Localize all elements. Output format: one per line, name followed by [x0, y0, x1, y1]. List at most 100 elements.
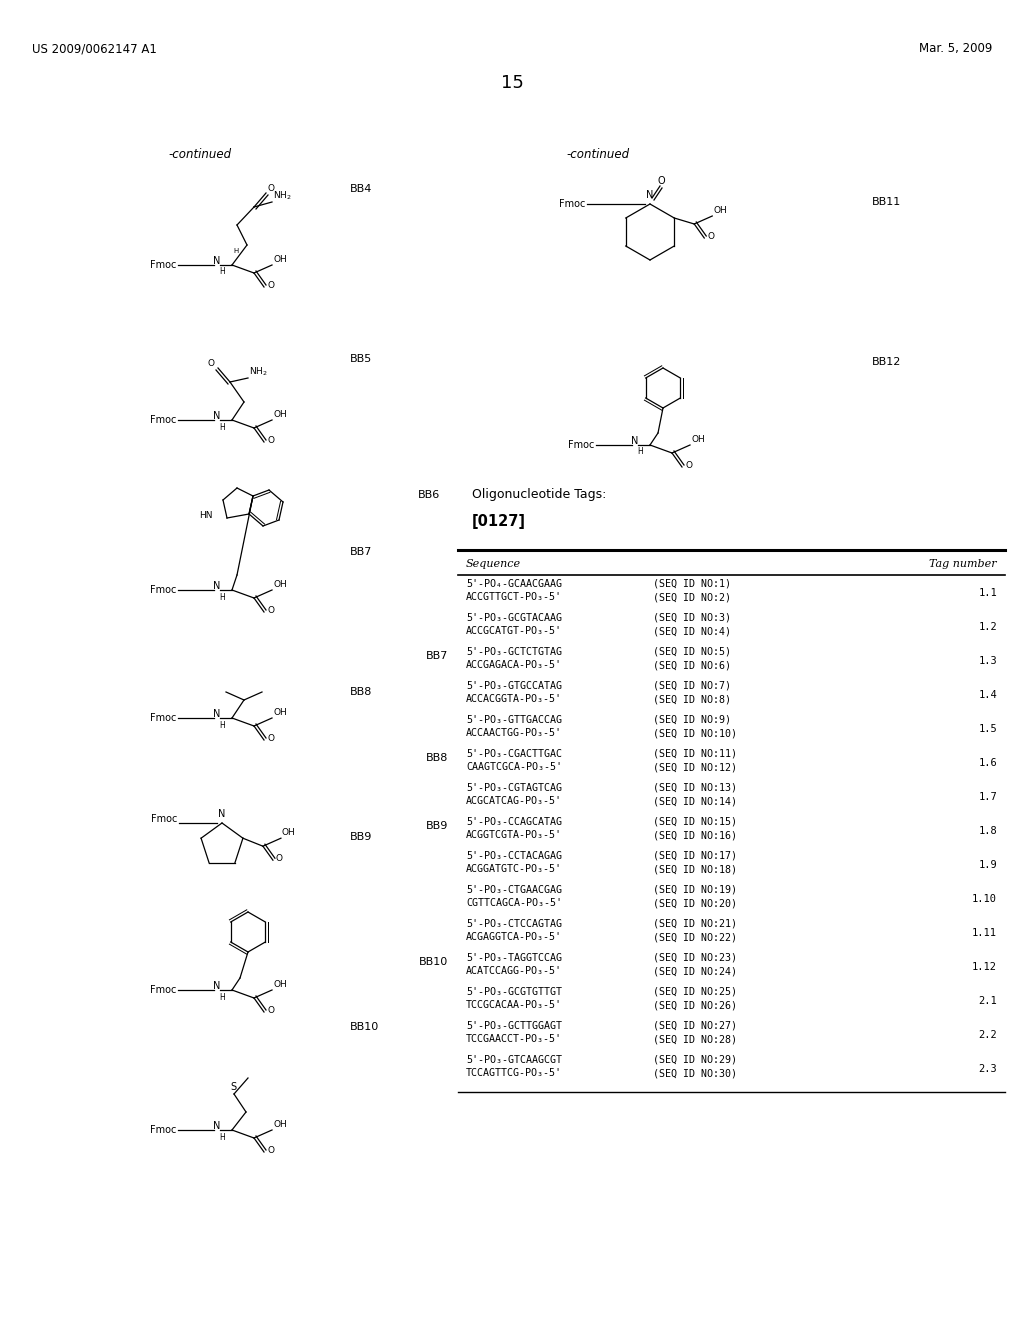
Text: O: O [267, 1146, 274, 1155]
Text: O: O [685, 461, 692, 470]
Text: N: N [213, 581, 220, 591]
Text: BB12: BB12 [872, 356, 901, 367]
Text: (SEQ ID NO:23): (SEQ ID NO:23) [653, 953, 737, 964]
Text: 1.8: 1.8 [978, 826, 997, 837]
Text: BB10: BB10 [419, 957, 449, 968]
Text: BB10: BB10 [350, 1022, 379, 1032]
Text: US 2009/0062147 A1: US 2009/0062147 A1 [32, 42, 157, 55]
Text: (SEQ ID NO:12): (SEQ ID NO:12) [653, 762, 737, 772]
Text: (SEQ ID NO:29): (SEQ ID NO:29) [653, 1055, 737, 1065]
Text: 5'-PO₃-GCGTACAAG: 5'-PO₃-GCGTACAAG [466, 612, 562, 623]
Text: ACGAGGTCA-PO₃-5': ACGAGGTCA-PO₃-5' [466, 932, 562, 942]
Text: ACCGTTGCT-PO₃-5': ACCGTTGCT-PO₃-5' [466, 591, 562, 602]
Text: BB8: BB8 [350, 686, 373, 697]
Text: NH$_2$: NH$_2$ [273, 190, 292, 202]
Text: (SEQ ID NO:13): (SEQ ID NO:13) [653, 783, 737, 793]
Text: Fmoc: Fmoc [150, 414, 176, 425]
Text: 5'-PO₃-GCGTGTTGT: 5'-PO₃-GCGTGTTGT [466, 987, 562, 997]
Text: OH: OH [282, 828, 296, 837]
Text: O: O [267, 734, 274, 743]
Text: (SEQ ID NO:9): (SEQ ID NO:9) [653, 715, 731, 725]
Text: H: H [219, 1133, 224, 1142]
Text: (SEQ ID NO:8): (SEQ ID NO:8) [653, 694, 731, 704]
Text: OH: OH [273, 1119, 287, 1129]
Text: 1.1: 1.1 [978, 589, 997, 598]
Text: O: O [267, 436, 274, 445]
Text: 2.3: 2.3 [978, 1064, 997, 1074]
Text: OH: OH [714, 206, 727, 215]
Text: (SEQ ID NO:18): (SEQ ID NO:18) [653, 865, 737, 874]
Text: 5'-PO₃-GTGCCATAG: 5'-PO₃-GTGCCATAG [466, 681, 562, 690]
Text: ACGGTCGTA-PO₃-5': ACGGTCGTA-PO₃-5' [466, 830, 562, 840]
Text: CGTTCAGCA-PO₃-5': CGTTCAGCA-PO₃-5' [466, 898, 562, 908]
Text: ACATCCAGG-PO₃-5': ACATCCAGG-PO₃-5' [466, 966, 562, 975]
Text: ACCGAGACA-PO₃-5': ACCGAGACA-PO₃-5' [466, 660, 562, 671]
Text: Fmoc: Fmoc [559, 199, 585, 209]
Text: N: N [218, 809, 225, 818]
Text: OH: OH [691, 436, 705, 444]
Text: (SEQ ID NO:15): (SEQ ID NO:15) [653, 817, 737, 828]
Text: 5'-PO₃-GCTCTGTAG: 5'-PO₃-GCTCTGTAG [466, 647, 562, 657]
Text: 2.1: 2.1 [978, 997, 997, 1006]
Text: 5'-PO₃-TAGGTCCAG: 5'-PO₃-TAGGTCCAG [466, 953, 562, 964]
Text: ACCACGGTA-PO₃-5': ACCACGGTA-PO₃-5' [466, 694, 562, 704]
Text: TCCGCACAA-PO₃-5': TCCGCACAA-PO₃-5' [466, 1001, 562, 1010]
Text: [0127]: [0127] [472, 513, 526, 529]
Text: OH: OH [273, 979, 287, 989]
Text: O: O [267, 1006, 274, 1015]
Text: 1.11: 1.11 [972, 928, 997, 939]
Text: (SEQ ID NO:21): (SEQ ID NO:21) [653, 919, 737, 929]
Text: ACCGCATGT-PO₃-5': ACCGCATGT-PO₃-5' [466, 626, 562, 636]
Text: 5'-PO₃-CGACTTGAC: 5'-PO₃-CGACTTGAC [466, 748, 562, 759]
Text: BB7: BB7 [350, 546, 373, 557]
Text: (SEQ ID NO:16): (SEQ ID NO:16) [653, 830, 737, 840]
Text: (SEQ ID NO:1): (SEQ ID NO:1) [653, 579, 731, 589]
Text: (SEQ ID NO:20): (SEQ ID NO:20) [653, 898, 737, 908]
Text: 5'-PO₃-GTCAAGCGT: 5'-PO₃-GTCAAGCGT [466, 1055, 562, 1065]
Text: 5'-PO₃-CCTACAGAG: 5'-PO₃-CCTACAGAG [466, 851, 562, 861]
Text: 5'-PO₃-CGTAGTCAG: 5'-PO₃-CGTAGTCAG [466, 783, 562, 793]
Text: 15: 15 [501, 74, 523, 92]
Text: (SEQ ID NO:17): (SEQ ID NO:17) [653, 851, 737, 861]
Text: 5'-PO₃-CCAGCATAG: 5'-PO₃-CCAGCATAG [466, 817, 562, 828]
Text: O: O [658, 176, 666, 186]
Text: BB11: BB11 [872, 197, 901, 207]
Text: 5'-PO₃-GTTGACCAG: 5'-PO₃-GTTGACCAG [466, 715, 562, 725]
Text: N: N [213, 981, 220, 991]
Text: O: O [275, 854, 283, 863]
Text: N: N [646, 190, 653, 201]
Text: (SEQ ID NO:22): (SEQ ID NO:22) [653, 932, 737, 942]
Text: H: H [637, 447, 643, 457]
Text: 5'-PO₃-CTGAACGAG: 5'-PO₃-CTGAACGAG [466, 884, 562, 895]
Text: NH$_2$: NH$_2$ [249, 366, 267, 379]
Text: (SEQ ID NO:5): (SEQ ID NO:5) [653, 647, 731, 657]
Text: BB9: BB9 [426, 821, 449, 832]
Text: 1.7: 1.7 [978, 792, 997, 803]
Text: -continued: -continued [566, 148, 630, 161]
Text: (SEQ ID NO:24): (SEQ ID NO:24) [653, 966, 737, 975]
Text: Mar. 5, 2009: Mar. 5, 2009 [919, 42, 992, 55]
Text: O: O [708, 232, 715, 242]
Text: -continued: -continued [168, 148, 231, 161]
Text: HN: HN [200, 511, 213, 520]
Text: (SEQ ID NO:4): (SEQ ID NO:4) [653, 626, 731, 636]
Text: Sequence: Sequence [466, 558, 521, 569]
Text: ACGCATCAG-PO₃-5': ACGCATCAG-PO₃-5' [466, 796, 562, 807]
Text: ACCAACTGG-PO₃-5': ACCAACTGG-PO₃-5' [466, 729, 562, 738]
Text: BB8: BB8 [426, 752, 449, 763]
Text: OH: OH [273, 255, 287, 264]
Text: Fmoc: Fmoc [150, 1125, 176, 1135]
Text: (SEQ ID NO:7): (SEQ ID NO:7) [653, 681, 731, 690]
Text: H: H [219, 422, 224, 432]
Text: (SEQ ID NO:27): (SEQ ID NO:27) [653, 1020, 737, 1031]
Text: Fmoc: Fmoc [150, 260, 176, 271]
Text: ACGGATGTC-PO₃-5': ACGGATGTC-PO₃-5' [466, 865, 562, 874]
Text: Fmoc: Fmoc [150, 585, 176, 595]
Text: (SEQ ID NO:25): (SEQ ID NO:25) [653, 987, 737, 997]
Text: N: N [213, 256, 220, 267]
Text: Fmoc: Fmoc [567, 440, 594, 450]
Text: OH: OH [273, 708, 287, 717]
Text: 1.9: 1.9 [978, 861, 997, 870]
Text: (SEQ ID NO:19): (SEQ ID NO:19) [653, 884, 737, 895]
Text: O: O [268, 183, 275, 193]
